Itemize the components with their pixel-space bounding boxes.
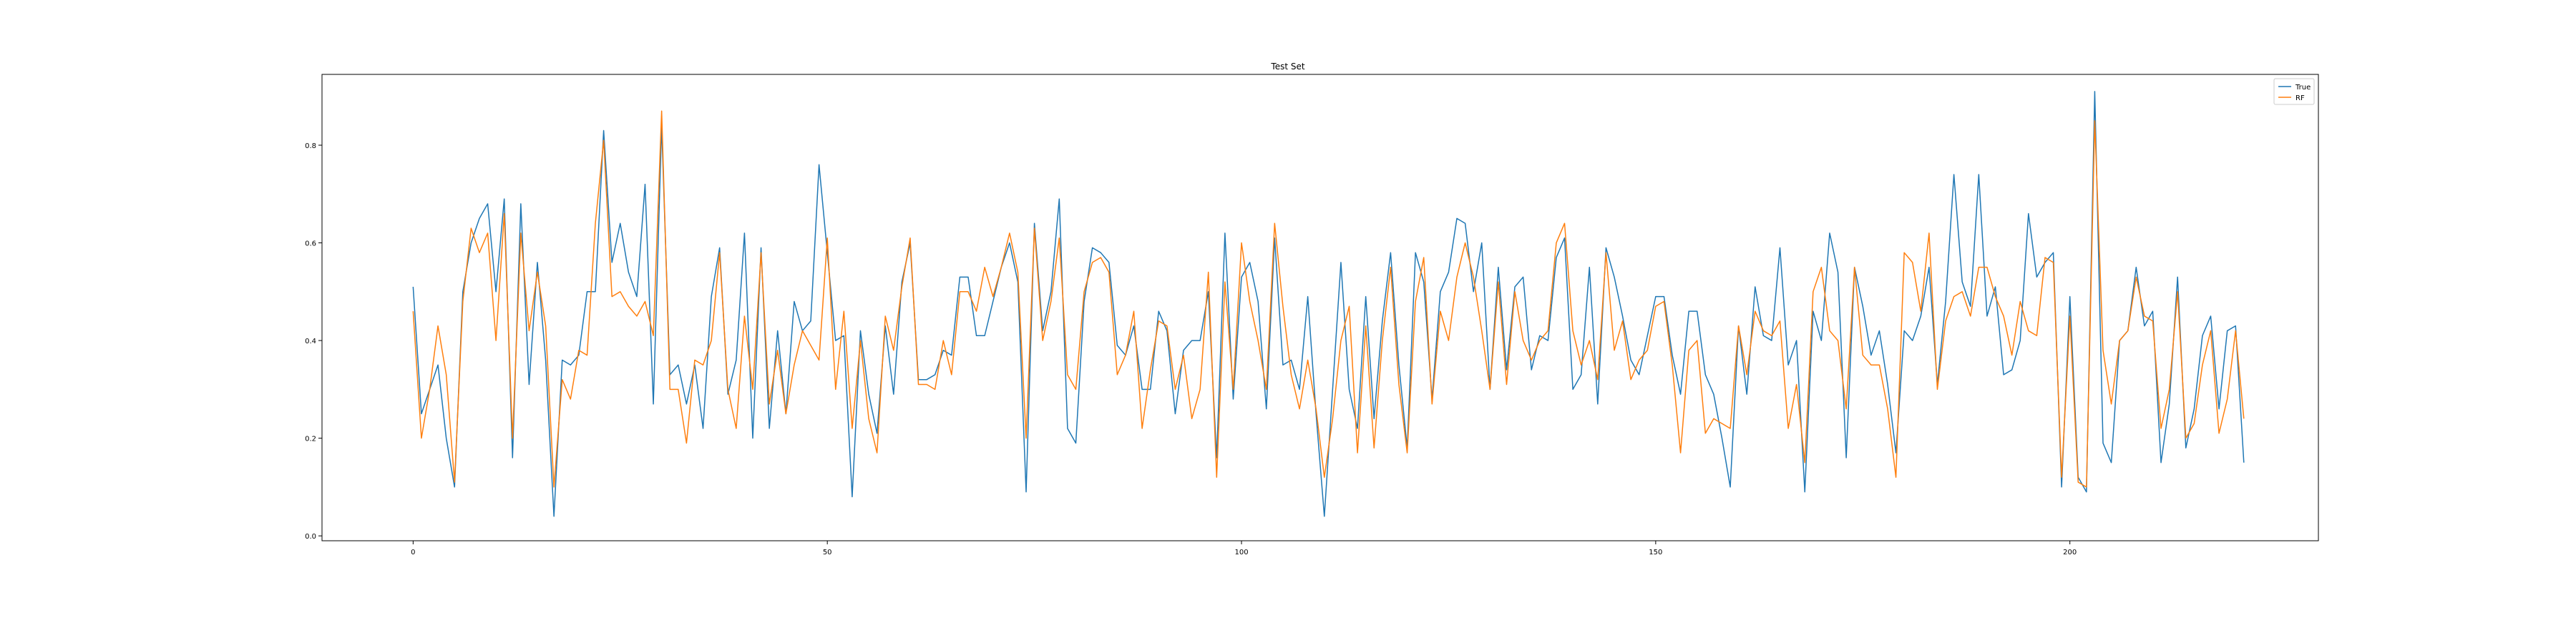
x-tick-label: 100: [1234, 549, 1248, 556]
y-tick-label: 0.4: [305, 338, 316, 345]
y-tick-label: 0.8: [305, 142, 316, 150]
plot-area: 0 50 100 150 200 0.0 0.2 0.4 0.6 0.8 True RF: [305, 74, 2319, 556]
x-tick-label: 50: [823, 549, 832, 556]
y-tick-label: 0.0: [305, 533, 316, 541]
axes-frame: [321, 74, 2319, 541]
legend-label-rf: RF: [2296, 94, 2305, 102]
series-line-rf: [412, 110, 2245, 488]
y-tick-label: 0.2: [305, 436, 316, 443]
legend: True RF: [2273, 78, 2315, 105]
legend-box: [2273, 78, 2315, 105]
series-line-true: [412, 91, 2245, 517]
y-tick-label: 0.6: [305, 240, 316, 248]
chart-title: Test Set: [1270, 62, 1304, 72]
x-tick-label: 0: [411, 549, 415, 556]
x-tick-label: 200: [2063, 549, 2077, 556]
x-tick-label: 150: [1649, 549, 1662, 556]
legend-label-true: True: [2295, 84, 2311, 92]
